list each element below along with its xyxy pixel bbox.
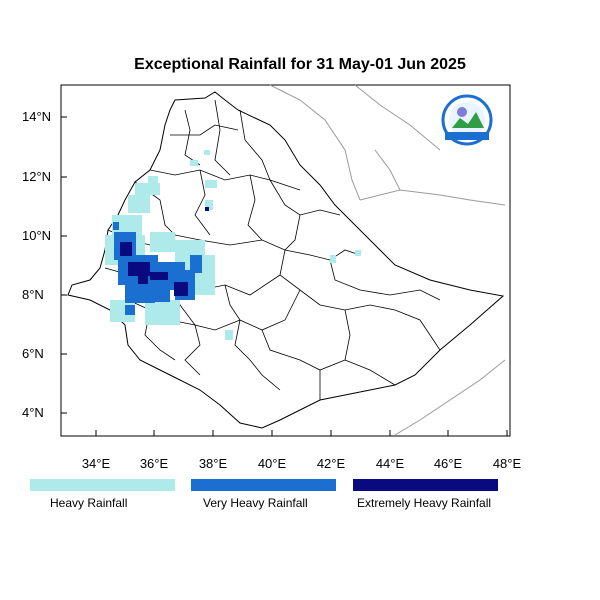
legend-swatch-extremely-heavy: [353, 479, 498, 491]
x-label-48e: 48°E: [492, 456, 522, 471]
x-label-46e: 46°E: [433, 456, 463, 471]
x-ticks: [95, 430, 508, 436]
legend-swatch-heavy: [30, 479, 175, 491]
y-label-14n: 14°N: [22, 109, 52, 124]
map-title: Exceptional Rainfall for 31 May-01 Jun 2…: [134, 56, 466, 73]
y-label-10n: 10°N: [22, 228, 52, 243]
x-label-42e: 42°E: [316, 456, 346, 471]
x-label-34e: 34°E: [81, 456, 111, 471]
neighbor-boundaries: [269, 84, 506, 436]
plot-frame: [60, 84, 511, 437]
legend-label-extremely-heavy: Extremely Heavy Rainfall: [357, 496, 492, 510]
y-ticks: [61, 116, 67, 414]
legend-label-very-heavy: Very Heavy Rainfall: [203, 496, 308, 510]
x-label-40e: 40°E: [257, 456, 287, 471]
y-label-4n: 4°N: [22, 405, 44, 420]
extremely-heavy-rainfall-areas: [120, 207, 209, 296]
y-label-8n: 8°N: [22, 287, 44, 302]
x-label-36e: 36°E: [139, 456, 169, 471]
legend-swatch-very-heavy: [191, 479, 336, 491]
y-label-12n: 12°N: [22, 169, 52, 184]
legend-label-heavy: Heavy Rainfall: [50, 496, 128, 510]
x-label-38e: 38°E: [198, 456, 228, 471]
x-label-44e: 44°E: [375, 456, 405, 471]
meteorology-institute-logo: [441, 94, 493, 146]
y-label-6n: 6°N: [22, 346, 44, 361]
